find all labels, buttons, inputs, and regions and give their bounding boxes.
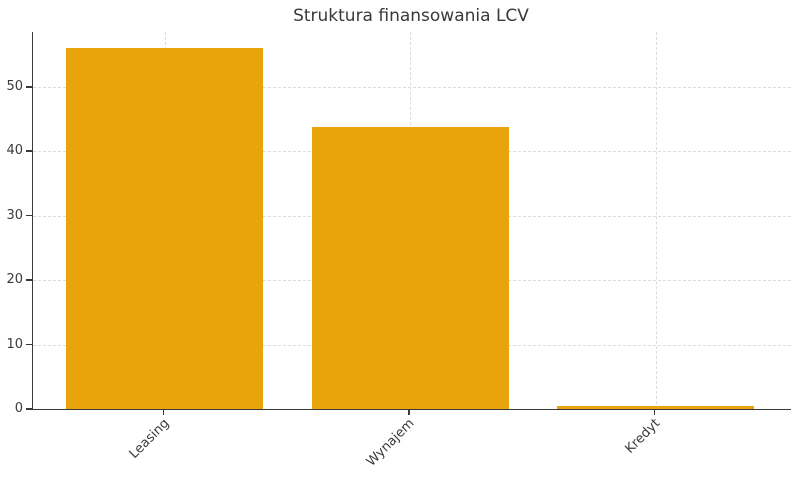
- y-tick-label: 40: [6, 143, 23, 159]
- y-tick-mark: [26, 150, 32, 152]
- y-tick-label: 30: [6, 207, 23, 223]
- y-tick-mark: [26, 408, 32, 410]
- y-tick-mark: [26, 214, 32, 217]
- y-tick-mark: [26, 343, 32, 346]
- plot-area: [32, 32, 791, 410]
- v-gridline: [655, 32, 657, 409]
- x-tick-label: Leasing: [126, 416, 173, 462]
- y-tick-mark: [26, 279, 32, 281]
- x-tick-mark: [653, 410, 656, 415]
- bar-kredyt: [557, 405, 754, 409]
- y-tick-mark: [26, 86, 32, 88]
- bar-leasing: [66, 48, 263, 409]
- h-gridline: [33, 86, 791, 88]
- chart-title: Struktura finansowania LCV: [293, 6, 529, 26]
- y-tick-label: 10: [6, 336, 23, 352]
- y-tick-label: 20: [6, 272, 23, 288]
- x-tick-label: Kredyt: [622, 416, 664, 457]
- y-tick-label: 50: [6, 78, 23, 94]
- bar-wynajem: [311, 126, 509, 409]
- x-tick-mark: [162, 410, 165, 415]
- x-tick-mark: [408, 410, 410, 415]
- y-tick-label: 0: [14, 401, 23, 416]
- x-tick-label: Wynajem: [363, 416, 418, 470]
